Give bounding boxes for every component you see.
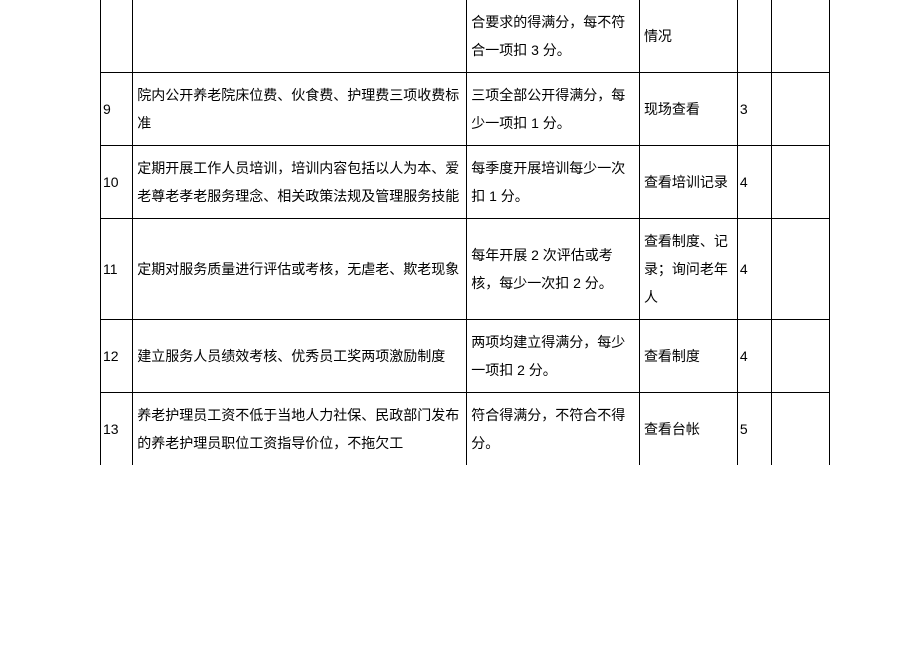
row-criteria: 两项均建立得满分，每少一项扣 2 分。 [467,320,640,393]
table-row: 11 定期对服务质量进行评估或考核，无虐老、欺老现象 每年开展 2 次评估或考核… [101,219,830,320]
table-container: 合要求的得满分，每不符合一项扣 3 分。 情况 9 院内公开养老院床位费、伙食费… [0,0,920,465]
row-number: 13 [101,393,133,466]
row-score: 4 [737,320,772,393]
row-criteria: 每季度开展培训每少一次扣 1 分。 [467,146,640,219]
table-row: 10 定期开展工作人员培训，培训内容包括以人为本、爱老尊老孝老服务理念、相关政策… [101,146,830,219]
row-method: 情况 [639,0,737,73]
row-criteria: 符合得满分，不符合不得分。 [467,393,640,466]
row-number: 11 [101,219,133,320]
row-blank [772,219,830,320]
evaluation-table: 合要求的得满分，每不符合一项扣 3 分。 情况 9 院内公开养老院床位费、伙食费… [100,0,830,465]
row-blank [772,0,830,73]
row-number: 9 [101,73,133,146]
row-number: 10 [101,146,133,219]
row-score: 4 [737,146,772,219]
row-score [737,0,772,73]
row-method: 查看培训记录 [639,146,737,219]
row-criteria: 三项全部公开得满分，每少一项扣 1 分。 [467,73,640,146]
row-description: 建立服务人员绩效考核、优秀员工奖两项激励制度 [133,320,467,393]
row-description: 定期对服务质量进行评估或考核，无虐老、欺老现象 [133,219,467,320]
row-number [101,0,133,73]
row-method: 现场查看 [639,73,737,146]
row-blank [772,393,830,466]
row-number: 12 [101,320,133,393]
row-method: 查看制度、记录；询问老年人 [639,219,737,320]
row-description: 院内公开养老院床位费、伙食费、护理费三项收费标准 [133,73,467,146]
table-row: 12 建立服务人员绩效考核、优秀员工奖两项激励制度 两项均建立得满分，每少一项扣… [101,320,830,393]
row-description [133,0,467,73]
row-score: 3 [737,73,772,146]
table-row: 13 养老护理员工资不低于当地人力社保、民政部门发布的养老护理员职位工资指导价位… [101,393,830,466]
row-score: 5 [737,393,772,466]
row-criteria: 合要求的得满分，每不符合一项扣 3 分。 [467,0,640,73]
table-row: 合要求的得满分，每不符合一项扣 3 分。 情况 [101,0,830,73]
row-blank [772,146,830,219]
table-row: 9 院内公开养老院床位费、伙食费、护理费三项收费标准 三项全部公开得满分，每少一… [101,73,830,146]
row-score: 4 [737,219,772,320]
row-description: 养老护理员工资不低于当地人力社保、民政部门发布的养老护理员职位工资指导价位，不拖… [133,393,467,466]
row-blank [772,73,830,146]
row-method: 查看台帐 [639,393,737,466]
row-method: 查看制度 [639,320,737,393]
row-description: 定期开展工作人员培训，培训内容包括以人为本、爱老尊老孝老服务理念、相关政策法规及… [133,146,467,219]
row-blank [772,320,830,393]
row-criteria: 每年开展 2 次评估或考核，每少一次扣 2 分。 [467,219,640,320]
